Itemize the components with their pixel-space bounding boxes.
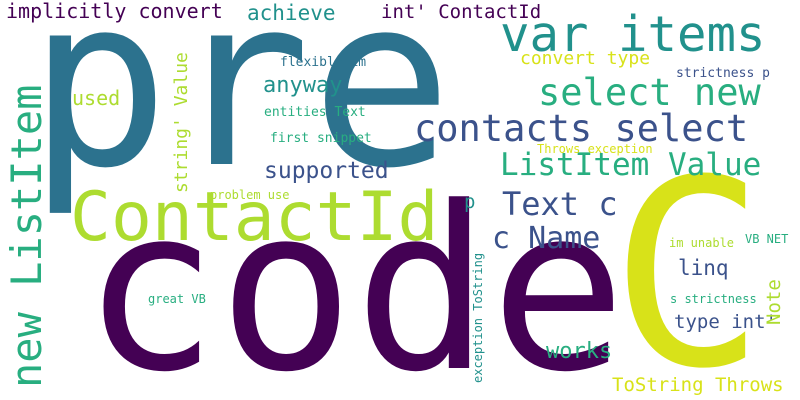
- word-pre: pre: [28, 0, 453, 220]
- word-type-int: type int': [674, 311, 777, 333]
- word-supported: supported: [264, 158, 389, 184]
- word-p: p: [464, 191, 476, 213]
- word-tostring-throws: ToString Throws: [612, 374, 784, 396]
- word-var-items: var items: [500, 6, 766, 63]
- word-new-listitem: new ListItem: [2, 84, 51, 388]
- word-int-contactid: int' ContactId: [381, 1, 542, 23]
- word-vb-net: VB NET: [745, 232, 789, 246]
- word-s-strictness: s strictness: [670, 292, 757, 306]
- word-contacts-select: contacts select: [414, 107, 749, 150]
- word-convert-type: convert type: [520, 48, 651, 69]
- word-exception-tostring: exception ToString: [471, 252, 485, 383]
- word-anyway: anyway: [263, 73, 343, 98]
- word-entities-text: entities Text: [264, 105, 366, 120]
- word-strictness-p: strictness p: [676, 66, 770, 81]
- word-great-vb: great VB: [148, 292, 206, 306]
- word-note: Note: [763, 279, 785, 325]
- word-achieve: achieve: [247, 1, 336, 25]
- word-c: C: [610, 125, 766, 400]
- word-select-new: select new: [538, 71, 761, 114]
- word-implicitly-convert: implicitly convert: [6, 0, 223, 23]
- word-throws-exception: Throws exception: [537, 142, 653, 156]
- word-im-unable: im unable: [669, 236, 735, 250]
- word-code: code: [82, 159, 627, 400]
- word-flexible-im: flexible im: [280, 55, 367, 70]
- word-linq: linq: [678, 256, 729, 280]
- word-text-c: Text c: [502, 185, 618, 223]
- word-string-value: string' Value: [171, 52, 192, 193]
- word-used: used: [72, 86, 121, 110]
- word-c-name: c Name: [492, 221, 601, 256]
- word-first-snippet: first snippet: [270, 131, 372, 146]
- word-listitem-value: ListItem Value: [500, 147, 762, 183]
- word-problem-use: problem use: [210, 188, 290, 202]
- word-works: works: [546, 339, 613, 364]
- word-contactid: ContactId: [70, 178, 439, 257]
